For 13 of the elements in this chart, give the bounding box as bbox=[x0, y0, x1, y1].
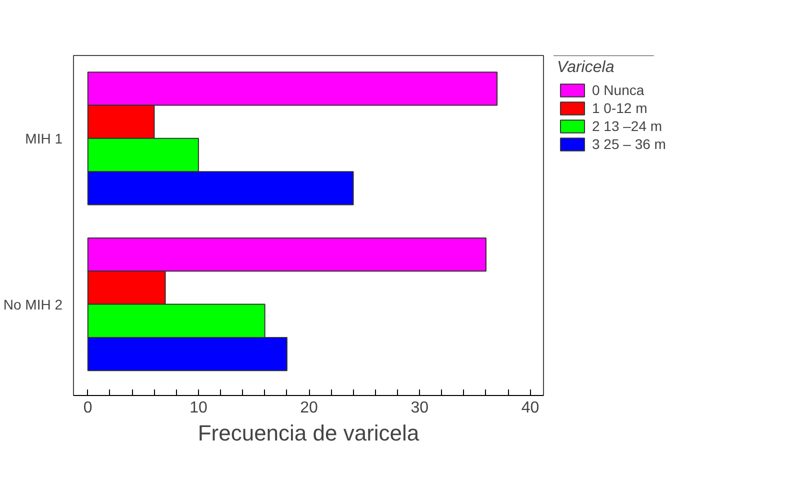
x-tick-label: 30 bbox=[410, 400, 429, 416]
y-tick-label: No MIH 2 bbox=[3, 296, 63, 312]
x-tick-label: 10 bbox=[190, 400, 208, 416]
x-tick-label: 40 bbox=[521, 400, 540, 416]
x-tick-label: 20 bbox=[300, 400, 318, 416]
legend-label: 1 0-12 m bbox=[592, 100, 648, 116]
y-tick-label: MIH 1 bbox=[25, 130, 63, 146]
x-axis-title: Frecuencia de varicela bbox=[198, 420, 420, 446]
x-tick-label: 0 bbox=[83, 400, 92, 416]
legend-title: Varicela bbox=[557, 59, 616, 77]
legend-label: 0 Nunca bbox=[592, 82, 644, 98]
legend-label: 2 13 –24 m bbox=[592, 118, 662, 134]
legend-label: 3 25 – 36 m bbox=[592, 136, 666, 152]
